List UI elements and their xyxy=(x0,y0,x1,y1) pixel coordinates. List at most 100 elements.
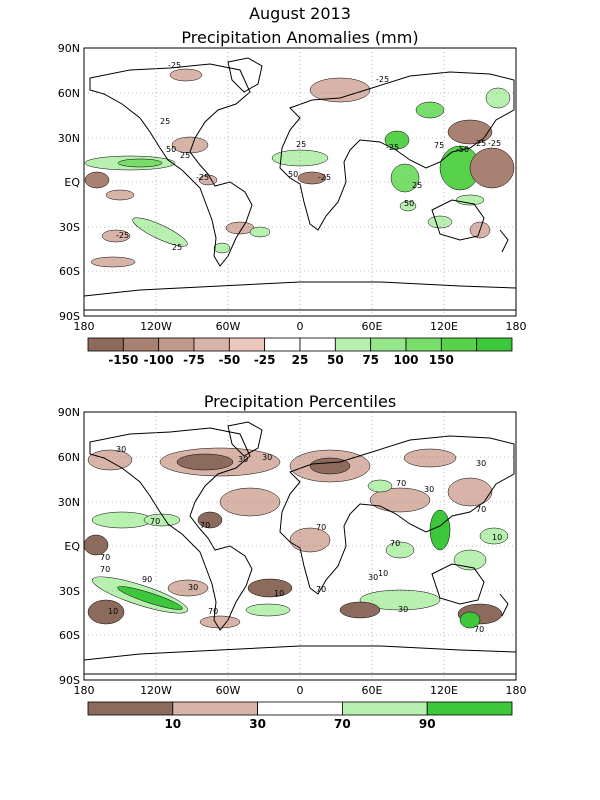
contour-label: 10 xyxy=(108,607,118,616)
colorbar-swatch xyxy=(193,337,230,352)
svg-text:120E: 120E xyxy=(430,320,458,333)
svg-text:90S: 90S xyxy=(59,310,80,323)
contour-label: 50 xyxy=(166,145,176,154)
contour-label: -25 xyxy=(168,61,181,70)
contour-label: 70 xyxy=(200,521,210,530)
contour-label: 70 xyxy=(208,607,218,616)
contour-label: 25 xyxy=(160,117,170,126)
percentile-lat-labels: 90N 60N 30N EQ 30S 60S 90S xyxy=(58,406,81,687)
colorbar-label: -150 xyxy=(108,353,138,367)
percentile-lon-labels: 180 120W 60W 0 60E 120E 180 xyxy=(74,684,527,697)
svg-text:EQ: EQ xyxy=(64,176,80,189)
contour-label: 75 xyxy=(434,141,444,150)
colorbar-label: -100 xyxy=(144,353,174,367)
contour-label: 90 xyxy=(142,575,152,584)
contour-label: 25 xyxy=(180,151,190,160)
contour-label: 70 xyxy=(474,625,484,634)
colorbar-label: -25 xyxy=(254,353,276,367)
contour-label: 10 xyxy=(378,569,388,578)
anomaly-map: -25 25 50 -25 25 -25 50 75 -50 25 -25 -2… xyxy=(58,42,527,367)
colorbar-label: 100 xyxy=(393,353,418,367)
svg-text:60N: 60N xyxy=(58,451,80,464)
anomaly-panel-title: Precipitation Anomalies (mm) xyxy=(181,28,419,47)
colorbar-swatch xyxy=(405,337,442,352)
contour-label: 70 xyxy=(396,479,406,488)
contour-label: 50 xyxy=(288,170,298,179)
svg-text:0: 0 xyxy=(297,684,304,697)
contour-label: 30 xyxy=(238,455,248,464)
colorbar-swatch xyxy=(476,337,513,352)
contour-label: 70 xyxy=(390,539,400,548)
percentile-panel-title: Precipitation Percentiles xyxy=(203,392,397,411)
contour-label: 50 xyxy=(404,199,414,208)
svg-text:90S: 90S xyxy=(59,674,80,687)
colorbar-swatch xyxy=(87,337,124,352)
colorbar-swatch xyxy=(158,337,195,352)
svg-text:60W: 60W xyxy=(216,684,241,697)
contour-label: 30 xyxy=(424,485,434,494)
colorbar-label: 30 xyxy=(249,717,266,731)
contour-label: -25 xyxy=(196,173,209,182)
colorbar-label: 90 xyxy=(419,717,436,731)
svg-text:30N: 30N xyxy=(58,496,80,509)
colorbar-label: 70 xyxy=(334,717,351,731)
anomaly-shading xyxy=(84,68,515,268)
colorbar-swatch xyxy=(172,701,259,716)
svg-text:30N: 30N xyxy=(58,132,80,145)
colorbar-swatch xyxy=(264,337,301,352)
svg-text:30S: 30S xyxy=(59,585,80,598)
contour-label: -25 xyxy=(488,139,501,148)
svg-text:60W: 60W xyxy=(216,320,241,333)
colorbar-label: 50 xyxy=(327,353,344,367)
svg-text:60E: 60E xyxy=(362,320,383,333)
contour-label: 70 xyxy=(100,565,110,574)
colorbar-swatch xyxy=(370,337,407,352)
colorbar-swatch xyxy=(299,337,336,352)
percentile-gridlines xyxy=(84,412,516,680)
contour-label: -25 xyxy=(318,173,331,182)
contour-label: 10 xyxy=(274,589,284,598)
contour-label: 10 xyxy=(492,533,502,542)
contour-label: 25 xyxy=(296,140,306,149)
figure-title: August 2013 xyxy=(249,4,351,23)
contour-label: 30 xyxy=(398,605,408,614)
anomaly-coastlines xyxy=(83,57,517,311)
contour-label: -25 xyxy=(386,143,399,152)
colorbar-swatch xyxy=(341,701,428,716)
colorbar-label: -75 xyxy=(183,353,205,367)
contour-label: 70 xyxy=(316,523,326,532)
svg-text:180: 180 xyxy=(74,320,95,333)
contour-label: 70 xyxy=(150,517,160,526)
colorbar-swatch xyxy=(426,701,513,716)
svg-text:90N: 90N xyxy=(58,42,80,55)
colorbar-swatch xyxy=(334,337,372,352)
svg-text:60E: 60E xyxy=(362,684,383,697)
contour-label: 70 xyxy=(100,553,110,562)
colorbar-swatch xyxy=(228,337,266,352)
svg-text:60S: 60S xyxy=(59,265,80,278)
contour-label: -25 xyxy=(376,75,389,84)
svg-text:90N: 90N xyxy=(58,406,80,419)
colorbar-swatch xyxy=(440,337,478,352)
svg-text:60S: 60S xyxy=(59,629,80,642)
colorbar-label: 75 xyxy=(362,353,379,367)
contour-label: 30 xyxy=(368,573,378,582)
svg-text:120W: 120W xyxy=(140,684,172,697)
svg-text:180: 180 xyxy=(506,684,527,697)
contour-label: 30 xyxy=(188,583,198,592)
svg-text:EQ: EQ xyxy=(64,540,80,553)
contour-label: 30 xyxy=(262,453,272,462)
contour-label: -50 xyxy=(456,145,469,154)
percentile-colorbar: 10 30 70 90 xyxy=(87,701,513,731)
contour-label: 70 xyxy=(316,585,326,594)
svg-text:120E: 120E xyxy=(430,684,458,697)
contour-label: 30 xyxy=(116,445,126,454)
percentile-shading xyxy=(83,447,509,629)
svg-text:0: 0 xyxy=(297,320,304,333)
colorbar-swatch xyxy=(122,337,160,352)
contour-label: -25 xyxy=(116,231,129,240)
contour-label: 30 xyxy=(476,459,486,468)
colorbar-swatch xyxy=(87,701,174,716)
svg-text:60N: 60N xyxy=(58,87,80,100)
